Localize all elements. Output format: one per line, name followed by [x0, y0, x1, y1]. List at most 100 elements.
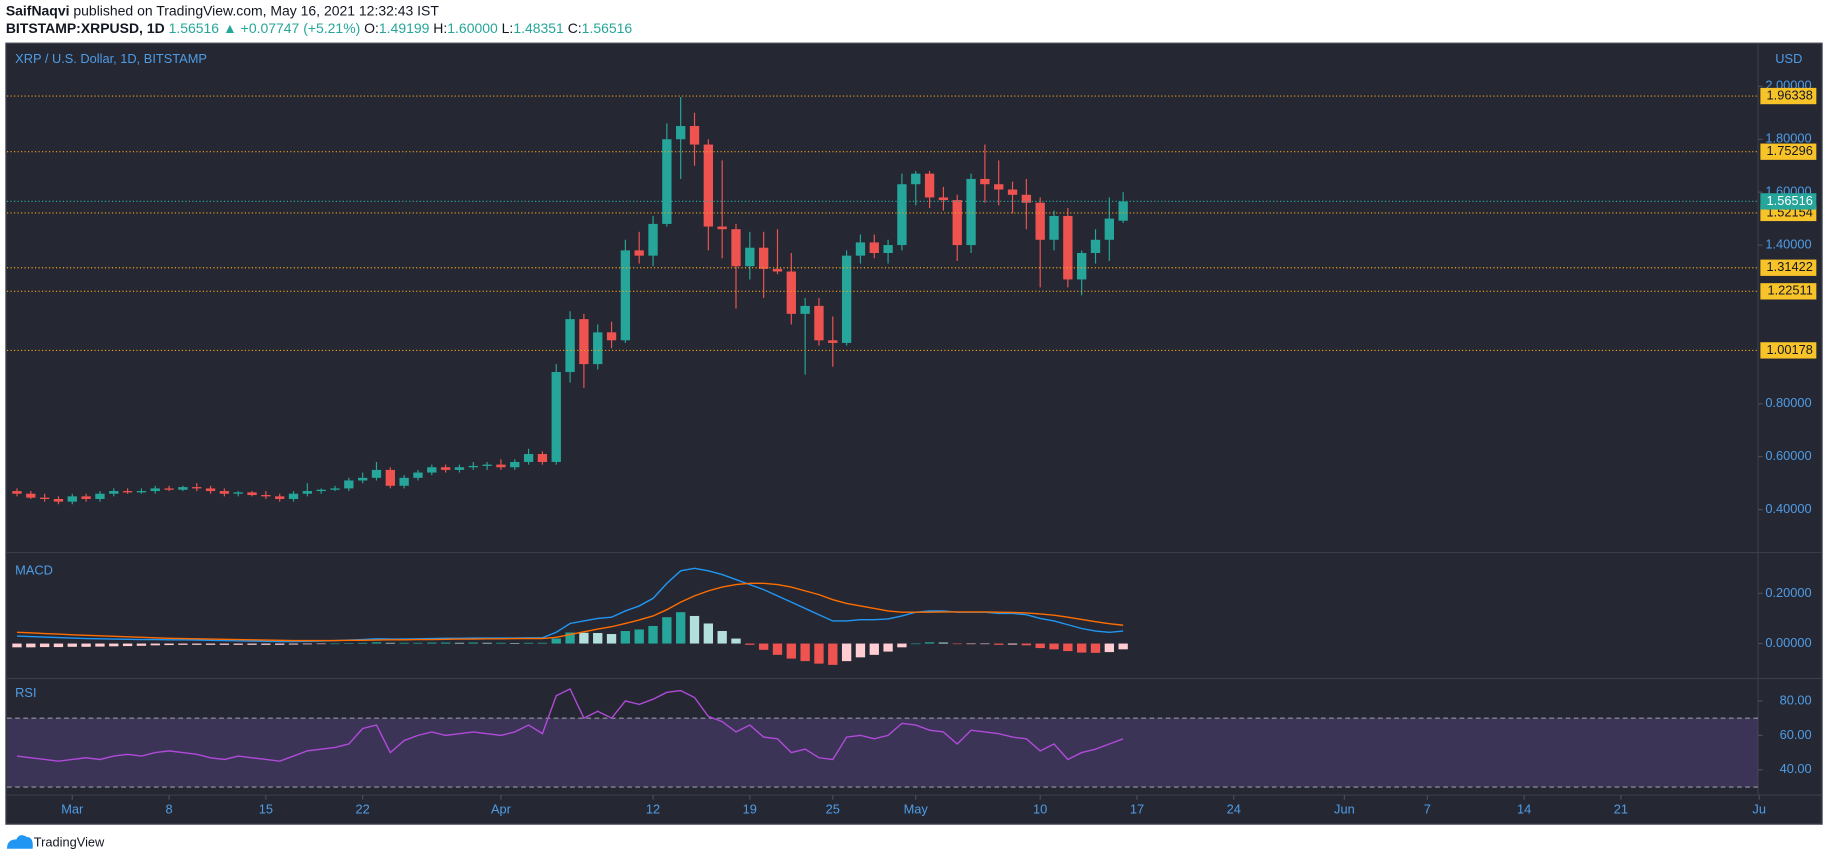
histogram-bar: [565, 632, 575, 644]
histogram-bar: [731, 638, 741, 644]
y-tick-label: 1.80000: [1765, 131, 1811, 146]
candle-body: [593, 332, 603, 365]
x-tick-label: 12: [646, 802, 660, 817]
histogram-bar: [786, 643, 796, 659]
histogram-bar: [482, 642, 492, 644]
candle-body: [219, 491, 230, 494]
histogram-bar: [413, 642, 423, 644]
histogram-bar: [952, 643, 962, 645]
candle-body: [883, 245, 893, 254]
candle-body: [150, 488, 160, 492]
candle-body: [1049, 215, 1059, 240]
histogram-bar: [1063, 643, 1073, 652]
histogram-bar: [883, 643, 893, 652]
candle-body: [758, 247, 769, 269]
histogram-bar: [109, 643, 119, 647]
y-tick-label: 40.00: [1780, 761, 1812, 776]
histogram-bar: [261, 643, 271, 645]
histogram-bar: [275, 643, 285, 645]
candle-body: [261, 495, 271, 497]
histogram-bar: [717, 631, 727, 644]
ohlc-key: L:: [502, 20, 514, 36]
histogram-bar: [192, 643, 202, 645]
footer: TradingView: [6, 834, 105, 849]
candle-body: [1063, 215, 1073, 280]
candle-body: [662, 139, 672, 224]
last-price-box: [1760, 193, 1817, 210]
histogram-bar: [828, 643, 838, 665]
candle-body: [1007, 189, 1018, 195]
histogram-bar: [620, 631, 631, 644]
histogram-bar: [523, 642, 534, 644]
level-box: [1760, 87, 1817, 105]
candle-body: [1035, 202, 1045, 240]
histogram-bar: [247, 643, 257, 645]
histogram-bar: [302, 643, 313, 645]
histogram-bar: [164, 643, 174, 646]
histogram-bar: [122, 643, 133, 647]
histogram-bar: [53, 643, 64, 648]
axes: 0.400000.600000.800001.400001.600001.800…: [61, 78, 1817, 817]
unit-label: USD: [1775, 51, 1802, 66]
candle-body: [634, 250, 644, 256]
candle-body: [938, 197, 949, 201]
x-tick-label: Ju: [1752, 802, 1766, 817]
candle-body: [731, 229, 741, 267]
histogram-bar: [1007, 643, 1018, 645]
histogram-bar: [468, 642, 478, 644]
candle-body: [330, 488, 340, 490]
histogram-bar: [399, 642, 409, 644]
histogram-bar: [579, 632, 589, 644]
candle-body: [109, 491, 119, 494]
chart-title: XRP / U.S. Dollar, 1D, BITSTAMP: [15, 51, 207, 66]
y-tick-label: 0.60000: [1765, 448, 1811, 463]
candle-body: [980, 178, 990, 185]
ohlc-key: C:: [568, 20, 582, 36]
candle-body: [399, 477, 409, 486]
candle-body: [648, 223, 658, 256]
pane-title: MACD: [15, 563, 53, 578]
x-tick-label: 21: [1614, 802, 1628, 817]
histogram-bar: [496, 642, 506, 644]
histogram-bar: [855, 643, 866, 658]
candle-body: [606, 332, 617, 341]
candle-body: [786, 271, 796, 314]
series-line: [16, 567, 1124, 643]
candle-body: [178, 487, 188, 490]
ohlc-key: H:: [433, 20, 447, 36]
histogram-bar: [814, 643, 824, 664]
candle-body: [924, 173, 935, 198]
candle-body: [482, 464, 492, 466]
series-line: [16, 687, 1124, 762]
x-tick-label: 24: [1227, 802, 1241, 817]
candle-body: [454, 467, 465, 470]
histogram-bar: [1021, 643, 1032, 646]
y-tick-label: 0.40000: [1765, 501, 1811, 516]
candle-body: [620, 250, 631, 341]
ohlc-key: O:: [364, 20, 379, 36]
histogram-bar: [219, 643, 230, 645]
candle-body: [952, 200, 962, 246]
candle-body: [966, 178, 976, 246]
candle-body: [1090, 239, 1101, 254]
level-box: [1760, 283, 1817, 300]
histogram-bar: [924, 642, 935, 644]
candle-body: [468, 465, 478, 468]
candle-body: [385, 469, 395, 486]
histogram-bar: [911, 643, 921, 645]
pane-title: RSI: [15, 685, 36, 700]
candle-body: [551, 372, 561, 462]
candle-body: [39, 497, 50, 499]
candle-body: [371, 469, 382, 478]
candle-body: [565, 319, 575, 373]
x-tick-label: 7: [1424, 802, 1431, 817]
histogram-bar: [316, 643, 326, 645]
histogram-bar: [593, 633, 603, 644]
level-box: [1760, 342, 1817, 359]
candle-body: [192, 487, 202, 489]
histogram-bar: [689, 615, 700, 644]
candle-body: [302, 491, 313, 494]
histogram-bar: [371, 642, 382, 644]
candle-body: [579, 319, 589, 365]
